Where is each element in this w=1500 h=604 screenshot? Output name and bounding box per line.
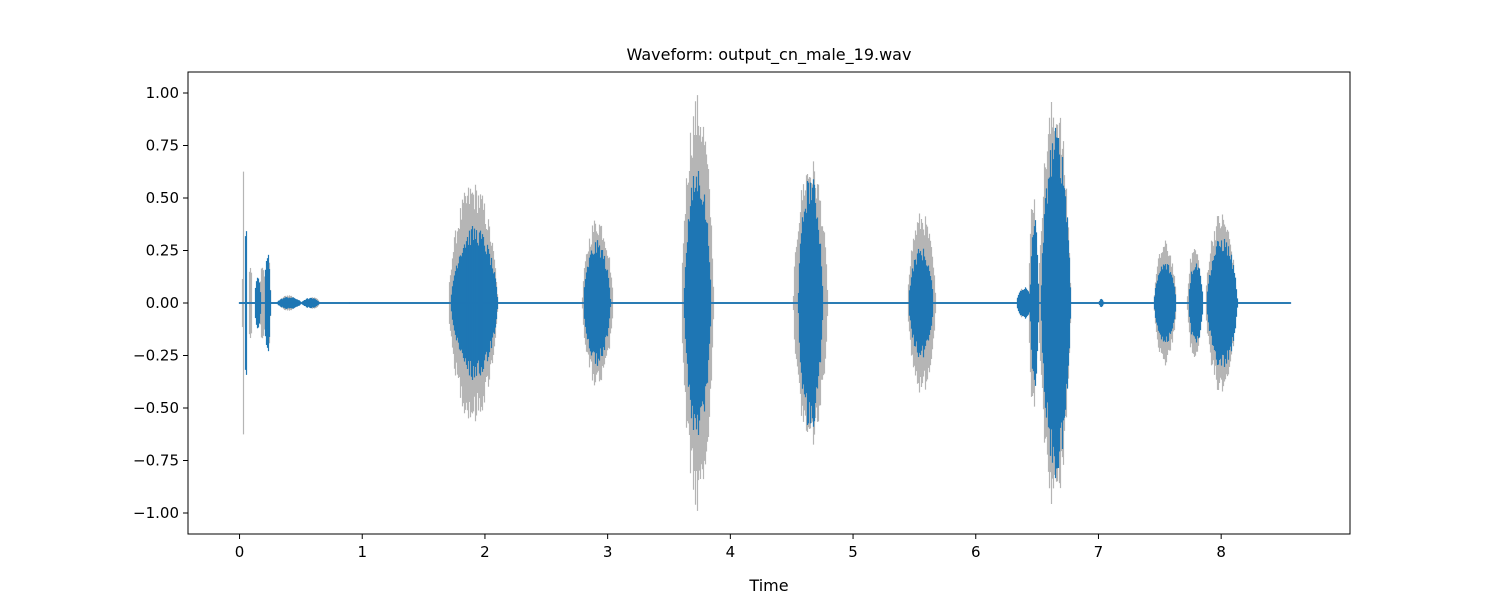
x-axis-label: Time: [748, 576, 788, 595]
x-tick-label: 8: [1216, 543, 1226, 561]
x-tick-label: 7: [1094, 543, 1104, 561]
x-tick-label: 1: [357, 543, 367, 561]
y-tick-label: −0.75: [133, 452, 179, 470]
y-tick-label: −1.00: [133, 504, 179, 522]
y-tick-label: 0.25: [146, 242, 179, 260]
x-axis: 0 1 2 3 4 5 6 7 8: [235, 534, 1226, 561]
x-tick-label: 3: [603, 543, 613, 561]
x-tick-label: 4: [726, 543, 736, 561]
processed-waveform-layer: [238, 127, 1292, 479]
x-tick-label: 2: [480, 543, 490, 561]
y-tick-label: −0.25: [133, 347, 179, 365]
x-tick-label: 6: [971, 543, 981, 561]
y-tick-label: 0.00: [146, 294, 179, 312]
y-tick-label: 1.00: [146, 84, 179, 102]
y-tick-label: 0.75: [146, 137, 179, 155]
y-tick-label: −0.50: [133, 399, 179, 417]
chart-title: Waveform: output_cn_male_19.wav: [627, 45, 912, 65]
y-axis: 1.00 0.75 0.50 0.25 0.00 −0.25 −0.50 −0.75 −1.00: [133, 84, 188, 522]
x-tick-label: 0: [235, 543, 245, 561]
x-tick-label: 5: [848, 543, 858, 561]
y-tick-label: 0.50: [146, 189, 179, 207]
